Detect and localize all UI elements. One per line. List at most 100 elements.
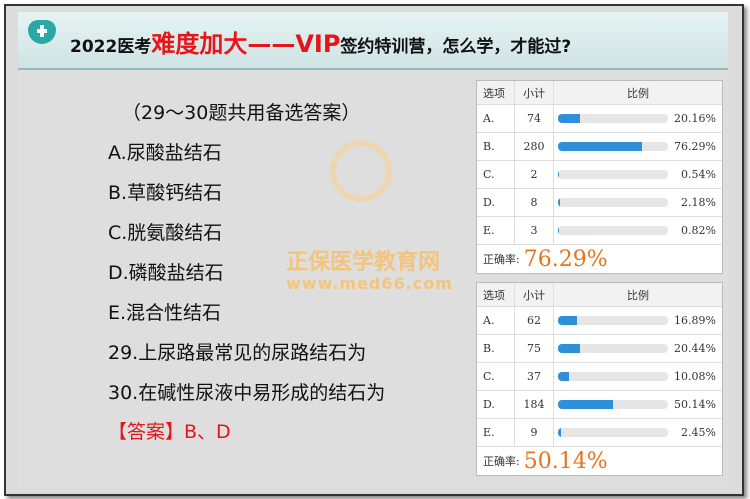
option-cell: E. bbox=[477, 217, 515, 244]
count-cell: 9 bbox=[515, 419, 554, 446]
option-cell: A. bbox=[477, 307, 515, 334]
accuracy-row: 正确率: 50.14% bbox=[477, 446, 722, 475]
table-row: D. 8 2.18% bbox=[477, 188, 722, 216]
option-cell: C. bbox=[477, 161, 515, 188]
option: E.混合性结石 bbox=[108, 302, 222, 324]
ratio-label: 0.82% bbox=[681, 224, 716, 237]
count-cell: 62 bbox=[515, 307, 554, 334]
title-part: 难度加大 bbox=[151, 30, 248, 58]
title-part: 签约特训营，怎么学，才能过? bbox=[340, 37, 572, 57]
count-cell: 2 bbox=[515, 161, 554, 188]
count-cell: 3 bbox=[515, 217, 554, 244]
ratio-bar bbox=[558, 114, 581, 123]
ratio-label: 10.08% bbox=[674, 370, 716, 383]
title: 2022医考难度加大——VIP签约特训营，怎么学，才能过? bbox=[70, 24, 571, 59]
watermark-brand: 正保医学教育网 bbox=[286, 250, 441, 275]
ratio-cell: 20.16% bbox=[554, 105, 722, 132]
ratio-bar bbox=[558, 428, 561, 437]
ratio-label: 20.16% bbox=[674, 112, 716, 125]
ratio-bar bbox=[558, 344, 581, 353]
bar-track bbox=[558, 142, 668, 151]
title-part: 2022医考 bbox=[70, 37, 152, 57]
ratio-label: 0.54% bbox=[681, 168, 716, 181]
option: A.尿酸盐结石 bbox=[108, 142, 222, 164]
option-cell: D. bbox=[477, 391, 515, 418]
count-cell: 184 bbox=[515, 391, 554, 418]
ratio-bar bbox=[558, 198, 561, 207]
ratio-cell: 10.08% bbox=[554, 363, 722, 390]
watermark-logo bbox=[330, 140, 392, 202]
count-cell: 280 bbox=[515, 133, 554, 160]
intro: （29～30题共用备选答案） bbox=[122, 102, 361, 124]
bar-track bbox=[558, 226, 668, 235]
option: B.草酸钙结石 bbox=[108, 182, 223, 204]
table-row: E. 9 2.45% bbox=[477, 418, 722, 446]
count-cell: 8 bbox=[515, 189, 554, 216]
table-row: B. 280 76.29% bbox=[477, 132, 722, 160]
ratio-cell: 2.45% bbox=[554, 419, 722, 446]
column-header: 小计 bbox=[515, 283, 554, 306]
column-header: 选项 bbox=[477, 283, 515, 306]
bar-track bbox=[558, 114, 668, 123]
column-header: 小计 bbox=[515, 81, 554, 104]
option-cell: C. bbox=[477, 363, 515, 390]
question: 29.上尿路最常见的尿路结石为 bbox=[108, 342, 367, 364]
bar-track bbox=[558, 344, 668, 353]
accuracy-label: 正确率: bbox=[483, 253, 520, 266]
ratio-label: 20.44% bbox=[674, 342, 716, 355]
ratio-cell: 0.54% bbox=[554, 161, 722, 188]
frame: 2022医考难度加大——VIP签约特训营，怎么学，才能过? 正保医学教育网 ww… bbox=[4, 4, 744, 496]
option-cell: A. bbox=[477, 105, 515, 132]
count-cell: 75 bbox=[515, 335, 554, 362]
column-header: 比例 bbox=[627, 288, 649, 302]
ratio-bar bbox=[558, 316, 577, 325]
ratio-bar bbox=[558, 226, 559, 235]
ratio-label: 50.14% bbox=[674, 398, 716, 411]
ratio-cell: 2.18% bbox=[554, 189, 722, 216]
accuracy-label: 正确率: bbox=[483, 455, 520, 468]
table-row: D. 184 50.14% bbox=[477, 390, 722, 418]
ratio-cell: 16.89% bbox=[554, 307, 722, 334]
option: D.磷酸盐结石 bbox=[108, 262, 224, 284]
table-row: C. 37 10.08% bbox=[477, 362, 722, 390]
slide: 2022医考难度加大——VIP签约特训营，怎么学，才能过? 正保医学教育网 ww… bbox=[18, 12, 728, 488]
ratio-label: 76.29% bbox=[674, 140, 716, 153]
column-header: 选项 bbox=[477, 81, 515, 104]
bar-track bbox=[558, 400, 668, 409]
table-row: C. 2 0.54% bbox=[477, 160, 722, 188]
accuracy-row: 正确率: 76.29% bbox=[477, 244, 722, 273]
table-row: E. 3 0.82% bbox=[477, 216, 722, 244]
bar-track bbox=[558, 198, 668, 207]
option-cell: B. bbox=[477, 335, 515, 362]
header: 2022医考难度加大——VIP签约特训营，怎么学，才能过? bbox=[18, 12, 728, 70]
bar-track bbox=[558, 428, 668, 437]
table-row: B. 75 20.44% bbox=[477, 334, 722, 362]
header-row: 选项 小计 比例 bbox=[477, 81, 722, 104]
accuracy-value: 76.29% bbox=[523, 246, 608, 272]
ratio-cell: 0.82% bbox=[554, 217, 722, 244]
ratio-label: 2.18% bbox=[681, 196, 716, 209]
count-cell: 37 bbox=[515, 363, 554, 390]
bar-track bbox=[558, 372, 668, 381]
option-cell: B. bbox=[477, 133, 515, 160]
accuracy-value: 50.14% bbox=[523, 448, 608, 474]
ratio-cell: 50.14% bbox=[554, 391, 722, 418]
option-cell: D. bbox=[477, 189, 515, 216]
ratio-bar bbox=[558, 142, 642, 151]
bar-track bbox=[558, 170, 668, 179]
ratio-cell: 20.44% bbox=[554, 335, 722, 362]
ratio-label: 2.45% bbox=[681, 426, 716, 439]
ratio-bar bbox=[558, 170, 559, 179]
question: 30.在碱性尿液中易形成的结石为 bbox=[108, 382, 386, 404]
option-cell: E. bbox=[477, 419, 515, 446]
bar-track bbox=[558, 316, 668, 325]
answer: 【答案】B、D bbox=[108, 421, 231, 443]
column-header: 比例 bbox=[627, 86, 649, 100]
ratio-label: 16.89% bbox=[674, 314, 716, 327]
title-part: ——VIP bbox=[247, 30, 341, 58]
count-cell: 74 bbox=[515, 105, 554, 132]
option: C.胱氨酸结石 bbox=[108, 222, 223, 244]
ratio-bar bbox=[558, 372, 570, 381]
table-row: A. 62 16.89% bbox=[477, 306, 722, 334]
